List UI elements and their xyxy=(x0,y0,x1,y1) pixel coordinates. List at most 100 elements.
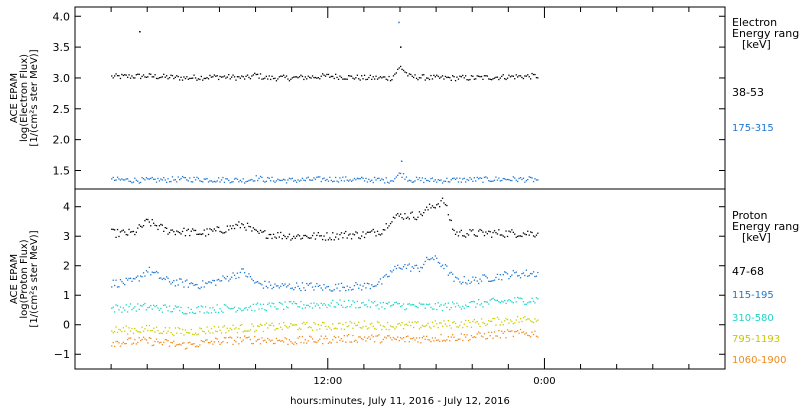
data-point xyxy=(332,75,334,78)
data-point xyxy=(264,324,266,326)
data-point xyxy=(358,237,360,239)
data-point xyxy=(439,340,441,342)
data-point xyxy=(170,311,172,313)
data-point xyxy=(362,231,364,233)
data-point xyxy=(443,339,445,341)
data-point xyxy=(508,322,510,324)
data-point xyxy=(528,234,530,236)
data-point xyxy=(465,319,467,322)
data-point xyxy=(440,200,442,202)
data-point xyxy=(502,301,504,303)
data-point xyxy=(135,231,137,233)
data-point xyxy=(192,181,194,183)
data-point xyxy=(179,328,181,330)
data-point xyxy=(394,73,396,75)
data-point xyxy=(457,326,460,328)
data-point xyxy=(449,219,451,221)
data-point xyxy=(443,202,445,204)
data-point xyxy=(264,230,266,232)
data-point xyxy=(181,175,184,178)
data-point xyxy=(176,344,178,346)
data-point xyxy=(340,328,343,330)
outlier-point xyxy=(400,160,403,162)
data-point xyxy=(371,301,373,303)
data-point xyxy=(138,280,140,282)
data-point xyxy=(215,337,217,339)
data-point xyxy=(430,178,432,180)
data-point xyxy=(280,340,282,342)
data-point xyxy=(287,307,289,309)
data-point xyxy=(296,235,298,237)
data-point xyxy=(131,343,133,345)
data-point xyxy=(218,78,220,81)
data-point xyxy=(528,274,530,277)
data-point xyxy=(394,178,396,180)
data-point xyxy=(132,278,135,280)
data-point xyxy=(138,308,140,311)
data-point xyxy=(270,233,272,236)
data-point xyxy=(411,337,413,340)
data-point xyxy=(330,329,332,331)
data-point xyxy=(222,176,224,179)
data-point xyxy=(296,343,298,345)
data-point xyxy=(400,65,402,68)
data-point xyxy=(121,331,123,333)
data-point xyxy=(353,234,356,236)
data-point xyxy=(296,76,298,78)
data-point xyxy=(478,331,480,333)
data-point xyxy=(462,281,464,283)
data-point xyxy=(225,77,227,79)
data-point xyxy=(235,311,237,313)
data-point xyxy=(528,335,530,337)
data-point xyxy=(372,325,374,328)
data-point xyxy=(150,177,152,180)
data-point xyxy=(446,306,448,308)
data-point xyxy=(184,235,187,237)
data-point xyxy=(216,304,218,306)
data-point xyxy=(285,338,288,340)
data-point xyxy=(459,306,461,308)
data-point xyxy=(170,180,172,183)
data-point xyxy=(140,77,142,80)
data-point xyxy=(115,236,117,238)
data-point xyxy=(216,279,218,281)
data-point xyxy=(363,336,366,338)
data-point xyxy=(293,180,295,182)
data-point xyxy=(310,179,312,181)
data-point xyxy=(346,285,348,287)
data-point xyxy=(122,179,124,181)
data-point xyxy=(294,302,296,305)
data-point xyxy=(233,306,236,308)
data-point xyxy=(251,278,253,280)
data-point xyxy=(134,338,136,341)
data-point xyxy=(196,283,198,286)
data-point xyxy=(284,283,286,285)
data-point xyxy=(138,331,140,333)
data-point xyxy=(411,75,413,77)
data-point xyxy=(384,326,386,328)
data-point xyxy=(167,233,169,235)
data-point xyxy=(184,313,187,315)
data-point xyxy=(219,75,221,78)
data-point xyxy=(467,179,470,181)
data-point xyxy=(495,335,497,337)
data-point xyxy=(307,284,309,286)
data-point xyxy=(509,319,512,321)
data-point xyxy=(413,326,415,329)
data-point xyxy=(317,232,319,234)
y-axis-label-line: log(Electron Flux) xyxy=(19,54,30,142)
data-point xyxy=(192,77,194,79)
data-point xyxy=(252,74,254,76)
data-point xyxy=(488,180,490,182)
data-point xyxy=(515,74,517,76)
data-point xyxy=(317,340,319,342)
data-point xyxy=(501,75,503,77)
data-point xyxy=(114,229,116,231)
data-point xyxy=(532,73,535,76)
data-point xyxy=(485,324,487,327)
data-point xyxy=(437,261,439,264)
data-point xyxy=(124,284,126,286)
data-point xyxy=(223,337,226,339)
